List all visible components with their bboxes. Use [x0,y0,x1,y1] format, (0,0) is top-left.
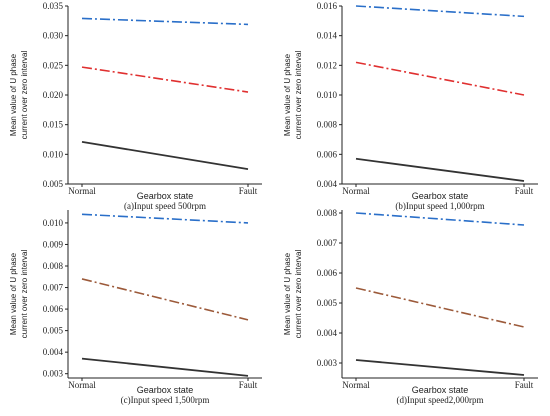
y-axis-title-line: Mean value of U phase [283,53,292,136]
series-line-2 [355,61,525,96]
y-axis-title-line: current over zero interval [294,250,303,339]
y-tick-label: 0.004 [317,179,338,189]
series-line-2 [81,278,249,321]
x-tick-label: Normal [68,186,96,196]
x-tick-label: Fault [239,380,258,390]
y-tick-label: 0.003 [317,358,338,368]
x-tick-label: Fault [515,380,534,390]
series-line-3 [81,140,249,171]
y-axis-title-line: current over zero interval [294,51,303,140]
x-tick-label: Normal [342,380,370,390]
x-axis-title: Gearbox state [137,191,194,201]
series-line-2 [355,287,525,328]
panel-caption: (a)Input speed 500rpm [124,201,206,211]
y-tick-label: 0.009 [43,239,64,249]
chart-panel-2: 0.004 0.006 0.008 0.010 0.012 0.014 0.016 Norma… [283,1,538,211]
series-line-3 [81,357,249,377]
series-line-3 [355,157,525,182]
y-tick-label: 0.004 [43,347,64,357]
y-tick-label: 0.004 [317,328,338,338]
chart-panel-3: 0.003 0.004 0.005 0.006 0.007 0.008 0.009 0.010… [9,210,262,405]
y-tick-label: 0.005 [43,179,64,189]
y-tick-label: 0.005 [43,326,64,336]
y-tick-label: 0.015 [43,120,64,130]
y-tick-label: 0.010 [317,90,338,100]
y-axis-title-line: Mean value of U phase [283,252,292,335]
chart-panel-1: 0.005 0.010 0.015 0.020 0.025 0.030 0.035 Norma… [9,1,262,211]
y-tick-label: 0.007 [43,283,64,293]
series-line-1 [81,17,249,26]
x-axis-title: Gearbox state [412,191,469,201]
series-line-1 [81,213,249,224]
y-tick-label: 0.025 [43,60,64,70]
y-tick-label: 0.006 [43,304,64,314]
panel-caption: (d)Input speed2,000rpm [397,395,484,405]
y-tick-label: 0.030 [43,31,64,41]
y-tick-label: 0.007 [317,238,338,248]
series-line-1 [355,212,525,226]
y-tick-label: 0.010 [43,218,64,228]
series-line-3 [355,359,525,376]
series-line-1 [355,5,525,18]
y-tick-label: 0.003 [43,369,64,379]
x-axis-title: Gearbox state [137,385,194,395]
x-tick-label: Fault [515,186,534,196]
chart-panel-4: 0.003 0.004 0.005 0.006 0.007 0.008 Normal Faul… [283,208,538,405]
panel-caption: (b)Input speed 1,000rpm [395,201,484,211]
y-tick-label: 0.008 [317,120,338,130]
series-line-2 [81,66,249,93]
x-tick-label: Fault [239,186,258,196]
y-tick-label: 0.006 [317,268,338,278]
y-tick-label: 0.010 [43,149,64,159]
x-axis-title: Gearbox state [412,385,469,395]
y-tick-label: 0.006 [317,149,338,159]
y-tick-label: 0.035 [43,1,64,11]
y-tick-label: 0.008 [317,208,338,218]
panel-caption: (c)Input speed 1,500rpm [121,395,210,405]
y-tick-label: 0.008 [43,261,64,271]
y-axis-title-line: Mean value of U phase [9,53,18,136]
x-tick-label: Normal [68,380,96,390]
y-tick-label: 0.014 [317,31,338,41]
y-axis-title-line: Mean value of U phase [9,252,18,335]
y-axis-title-line: current over zero interval [20,250,29,339]
y-tick-label: 0.012 [317,60,337,70]
y-axis-title-line: current over zero interval [20,51,29,140]
y-tick-label: 0.020 [43,90,64,100]
y-tick-label: 0.005 [317,298,338,308]
x-tick-label: Normal [342,186,370,196]
y-tick-label: 0.016 [317,1,338,11]
